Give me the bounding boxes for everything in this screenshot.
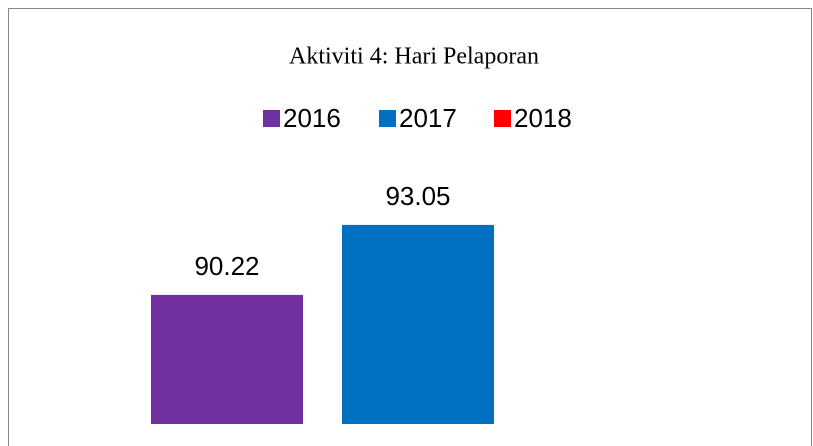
- bar: [342, 224, 494, 424]
- legend-label: 2018: [514, 103, 572, 133]
- legend-label: 2016: [283, 103, 341, 133]
- legend-swatch: [494, 110, 511, 127]
- data-label: 93.05: [385, 181, 450, 211]
- bar: [151, 294, 303, 424]
- legend-swatch: [263, 110, 280, 127]
- legend-label: 2017: [399, 103, 457, 133]
- data-label: 90.22: [194, 251, 259, 281]
- chart-title: Aktiviti 4: Hari Pelaporan: [289, 44, 539, 70]
- legend-swatch: [379, 110, 396, 127]
